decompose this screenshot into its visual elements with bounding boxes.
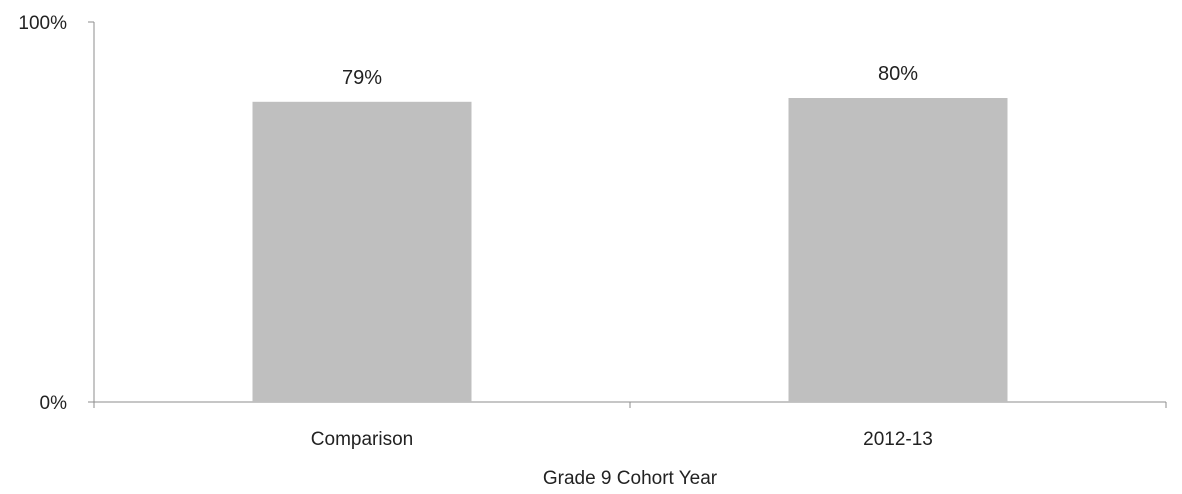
y-tick-label: 100% [18, 13, 67, 34]
category-label: 2012-13 [863, 429, 933, 450]
data-label: 80% [878, 63, 918, 85]
data-labels: 79% 80% [342, 63, 918, 89]
x-axis-title: Grade 9 Cohort Year [543, 468, 718, 489]
y-axis-ticks: 0% 100% [18, 13, 94, 414]
bar [788, 98, 1008, 402]
data-label: 79% [342, 67, 382, 89]
bar-series [252, 98, 1008, 403]
category-labels: Comparison 2012-13 [311, 429, 933, 450]
x-axis-ticks [93, 402, 1167, 408]
bar [252, 101, 472, 403]
category-label: Comparison [311, 429, 413, 450]
y-tick-label: 0% [40, 393, 68, 414]
